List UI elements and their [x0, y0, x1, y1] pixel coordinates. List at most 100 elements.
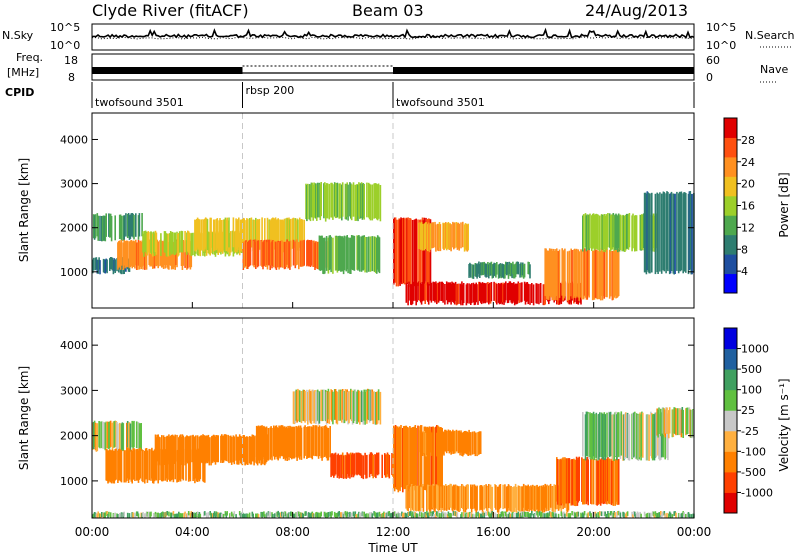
heat-cell	[542, 513, 545, 518]
heat-cell	[296, 512, 298, 517]
heat-cell	[212, 434, 215, 462]
heat-cell	[217, 512, 219, 518]
heat-cell	[246, 436, 248, 464]
heat-cell	[213, 511, 216, 516]
heat-cell	[120, 215, 123, 241]
nsearch-trace	[91, 36, 695, 40]
heat-cell	[144, 450, 146, 484]
heat-cell	[516, 513, 519, 518]
heat-cell	[179, 449, 182, 482]
heat-cell	[292, 391, 295, 424]
heat-cell	[606, 214, 608, 250]
heat-cell	[474, 432, 477, 457]
heat-cell	[153, 513, 156, 518]
heat-cell	[652, 511, 655, 517]
heat-cell	[574, 459, 577, 507]
heat-cell	[280, 240, 282, 268]
heat-cell	[294, 241, 297, 269]
heat-cell	[142, 512, 144, 517]
heat-cell	[402, 513, 404, 518]
heat-cell	[406, 485, 408, 511]
heat-cell	[450, 513, 452, 518]
heat-cell	[470, 486, 473, 513]
heat-cell	[599, 250, 601, 300]
heat-cell	[548, 511, 551, 516]
heat-cell	[321, 428, 323, 461]
heat-cell	[548, 248, 551, 296]
heat-cell	[364, 392, 366, 425]
heat-cell	[496, 283, 498, 305]
heat-cell	[320, 511, 322, 517]
heat-cell	[227, 434, 229, 462]
heat-cell	[144, 448, 147, 480]
heat-cell	[474, 485, 477, 511]
heat-cell	[276, 427, 279, 460]
heat-cell	[555, 250, 557, 300]
heat-cell	[393, 217, 396, 283]
heat-cell	[436, 432, 438, 457]
heat-cell	[639, 412, 641, 458]
heat-cell	[114, 420, 116, 447]
heat-cell	[598, 458, 600, 504]
heat-cell	[483, 261, 486, 275]
heat-cell	[522, 512, 524, 518]
heat-cell	[650, 411, 652, 457]
heat-cell	[691, 193, 693, 275]
colorbar-swatch	[724, 234, 737, 255]
heat-cell	[271, 241, 273, 269]
heat-cell	[425, 432, 427, 457]
heat-cell	[501, 511, 503, 516]
heat-cell	[562, 511, 564, 517]
heat-cell	[522, 264, 525, 279]
heat-cell	[109, 421, 111, 449]
heat-cell	[182, 448, 185, 481]
heat-cell	[516, 261, 519, 274]
heat-cell	[128, 513, 131, 518]
heat-cell	[471, 431, 474, 455]
heat-cell	[282, 512, 285, 518]
heat-cell	[193, 512, 195, 518]
cpid-segment-2: twofsound 3501	[396, 96, 485, 109]
heat-cell	[325, 236, 328, 271]
heat-cell	[591, 513, 593, 518]
heat-cell	[433, 281, 435, 302]
heat-cell	[310, 512, 313, 518]
heat-cell	[525, 485, 528, 511]
heat-cell	[475, 263, 477, 277]
heat-cell	[193, 436, 195, 464]
heat-cell	[574, 248, 576, 297]
heat-cell	[177, 233, 179, 257]
heat-cell	[445, 485, 448, 511]
heat-cell	[464, 430, 467, 454]
heat-cell	[348, 453, 350, 476]
heat-cell	[256, 513, 259, 518]
heat-cell	[456, 485, 459, 511]
heat-cell	[374, 454, 376, 477]
heat-cell	[472, 513, 475, 518]
heat-cell	[371, 184, 374, 221]
heat-cell	[428, 429, 431, 452]
heat-cell	[599, 251, 602, 301]
heat-cell	[668, 513, 670, 518]
heat-cell	[611, 214, 614, 250]
heat-cell	[436, 484, 438, 509]
heat-cell	[342, 391, 345, 424]
heat-cell	[194, 219, 196, 251]
heat-cell	[423, 426, 426, 490]
heat-cell	[205, 512, 208, 518]
heat-cell	[481, 282, 484, 302]
heat-cell	[217, 435, 219, 463]
heat-cell	[249, 239, 252, 266]
heat-cell	[94, 214, 97, 239]
heat-cell	[273, 240, 275, 268]
heat-cell	[506, 283, 509, 304]
heat-cell	[241, 512, 244, 518]
heat-cell	[507, 283, 510, 303]
heat-cell	[332, 237, 334, 274]
heat-cell	[602, 215, 605, 252]
heat-cell	[350, 452, 352, 475]
heat-cell	[522, 486, 524, 512]
heat-cell	[453, 431, 455, 454]
heat-cell	[577, 511, 580, 517]
